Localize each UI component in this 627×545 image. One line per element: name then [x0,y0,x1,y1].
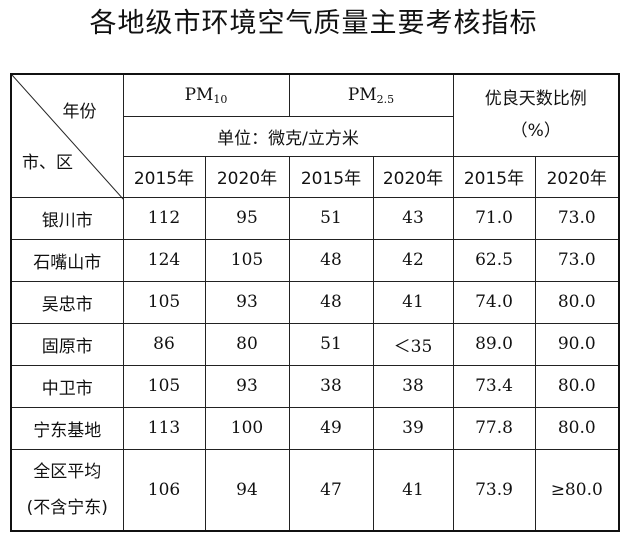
diagonal-divider [12,75,124,200]
table-cell: 73.0 [534,238,620,282]
table-cell: 105 [204,238,290,282]
table-cell: 41 [372,448,454,532]
indicator-table: 年份 市、区 PM10 PM2.5 优良天数比例 （%） 单位：微克/立方米 2… [10,73,620,532]
table-cell: 73.0 [534,196,620,240]
table-cell: 106 [122,448,206,532]
city-name: 吴忠市 [10,280,124,324]
table-row: 宁东基地 113 100 49 39 77.8 80.0 [10,406,620,450]
table-cell: 71.0 [452,196,536,240]
corner-city-label: 市、区 [22,152,73,173]
table-cell: 80.0 [534,280,620,324]
table-cell: 51 [288,196,374,240]
table-cell: 38 [288,364,374,408]
average-row: 全区平均 (不含宁东) 106 94 47 41 73.9 ≥80.0 [10,448,620,532]
table-cell: 86 [122,322,206,366]
table-cell: 105 [122,364,206,408]
unit-header: 单位：微克/立方米 [122,115,454,157]
table-cell: 49 [288,406,374,450]
city-name: 银川市 [10,196,124,240]
good-days-ratio-header: 优良天数比例 （%） [452,73,620,157]
table-cell: 48 [288,238,374,282]
table-cell: 42 [372,238,454,282]
table-cell: 41 [372,280,454,324]
table-cell: 48 [288,280,374,324]
table-row: 石嘴山市 124 105 48 42 62.5 73.0 [10,238,620,282]
table-cell: 80.0 [534,406,620,450]
table-cell: 105 [122,280,206,324]
table-cell: 89.0 [452,322,536,366]
city-name: 固原市 [10,322,124,366]
header-row-2: 单位：微克/立方米 [11,115,619,157]
year-header: 2020年 [372,155,454,198]
header-row-1: 年份 市、区 PM10 PM2.5 优良天数比例 （%） [10,73,620,200]
table-cell: 94 [204,448,290,532]
table-cell: 80 [204,322,290,366]
table-cell: 113 [122,406,206,450]
city-name: 宁东基地 [10,406,124,450]
table-cell: 38 [372,364,454,408]
pm10-header: PM10 [122,73,290,117]
table-row: 吴忠市 105 93 48 41 74.0 80.0 [10,280,620,324]
corner-year-label: 年份 [62,102,97,122]
table-cell: 112 [122,196,206,240]
table-cell: 51 [288,322,374,366]
table-row: 固原市 86 80 51 ＜35 89.0 90.0 [10,322,620,366]
table-row: 银川市 112 95 51 43 71.0 73.0 [10,196,620,240]
table-cell: 73.9 [452,448,536,532]
table-cell: 124 [122,238,206,282]
table-cell: ＜35 [372,322,454,366]
table-cell: 43 [372,196,454,240]
table-cell: 100 [204,406,290,450]
page-title: 各地级市环境空气质量主要考核指标 [89,8,538,39]
table-row: 中卫市 105 93 38 38 73.4 80.0 [10,364,620,408]
year-header: 2015年 [122,155,206,198]
table-cell: 39 [372,406,454,450]
table-cell: 95 [204,196,290,240]
year-header-row: 2015年 2020年 2015年 2020年 2015年 2020年 [11,155,620,198]
year-header: 2015年 [288,155,374,198]
year-header: 2015年 [452,155,536,198]
city-name: 中卫市 [10,364,124,408]
table-cell: ≥80.0 [534,448,620,532]
table-cell: 62.5 [452,238,536,282]
table-cell: 74.0 [452,280,536,324]
corner-header-cell: 年份 市、区 [10,73,124,200]
year-header: 2020年 [204,155,290,198]
table-cell: 77.8 [452,406,536,450]
year-header: 2020年 [534,155,620,198]
pm25-header: PM2.5 [288,73,454,117]
city-name: 石嘴山市 [10,238,124,282]
table-cell: 93 [204,280,290,324]
table-cell: 73.4 [452,364,536,408]
table-cell: 47 [288,448,374,532]
table-cell: 90.0 [534,322,620,366]
table-cell: 93 [204,364,290,408]
average-label: 全区平均 (不含宁东) [10,448,124,532]
table-cell: 80.0 [534,364,620,408]
